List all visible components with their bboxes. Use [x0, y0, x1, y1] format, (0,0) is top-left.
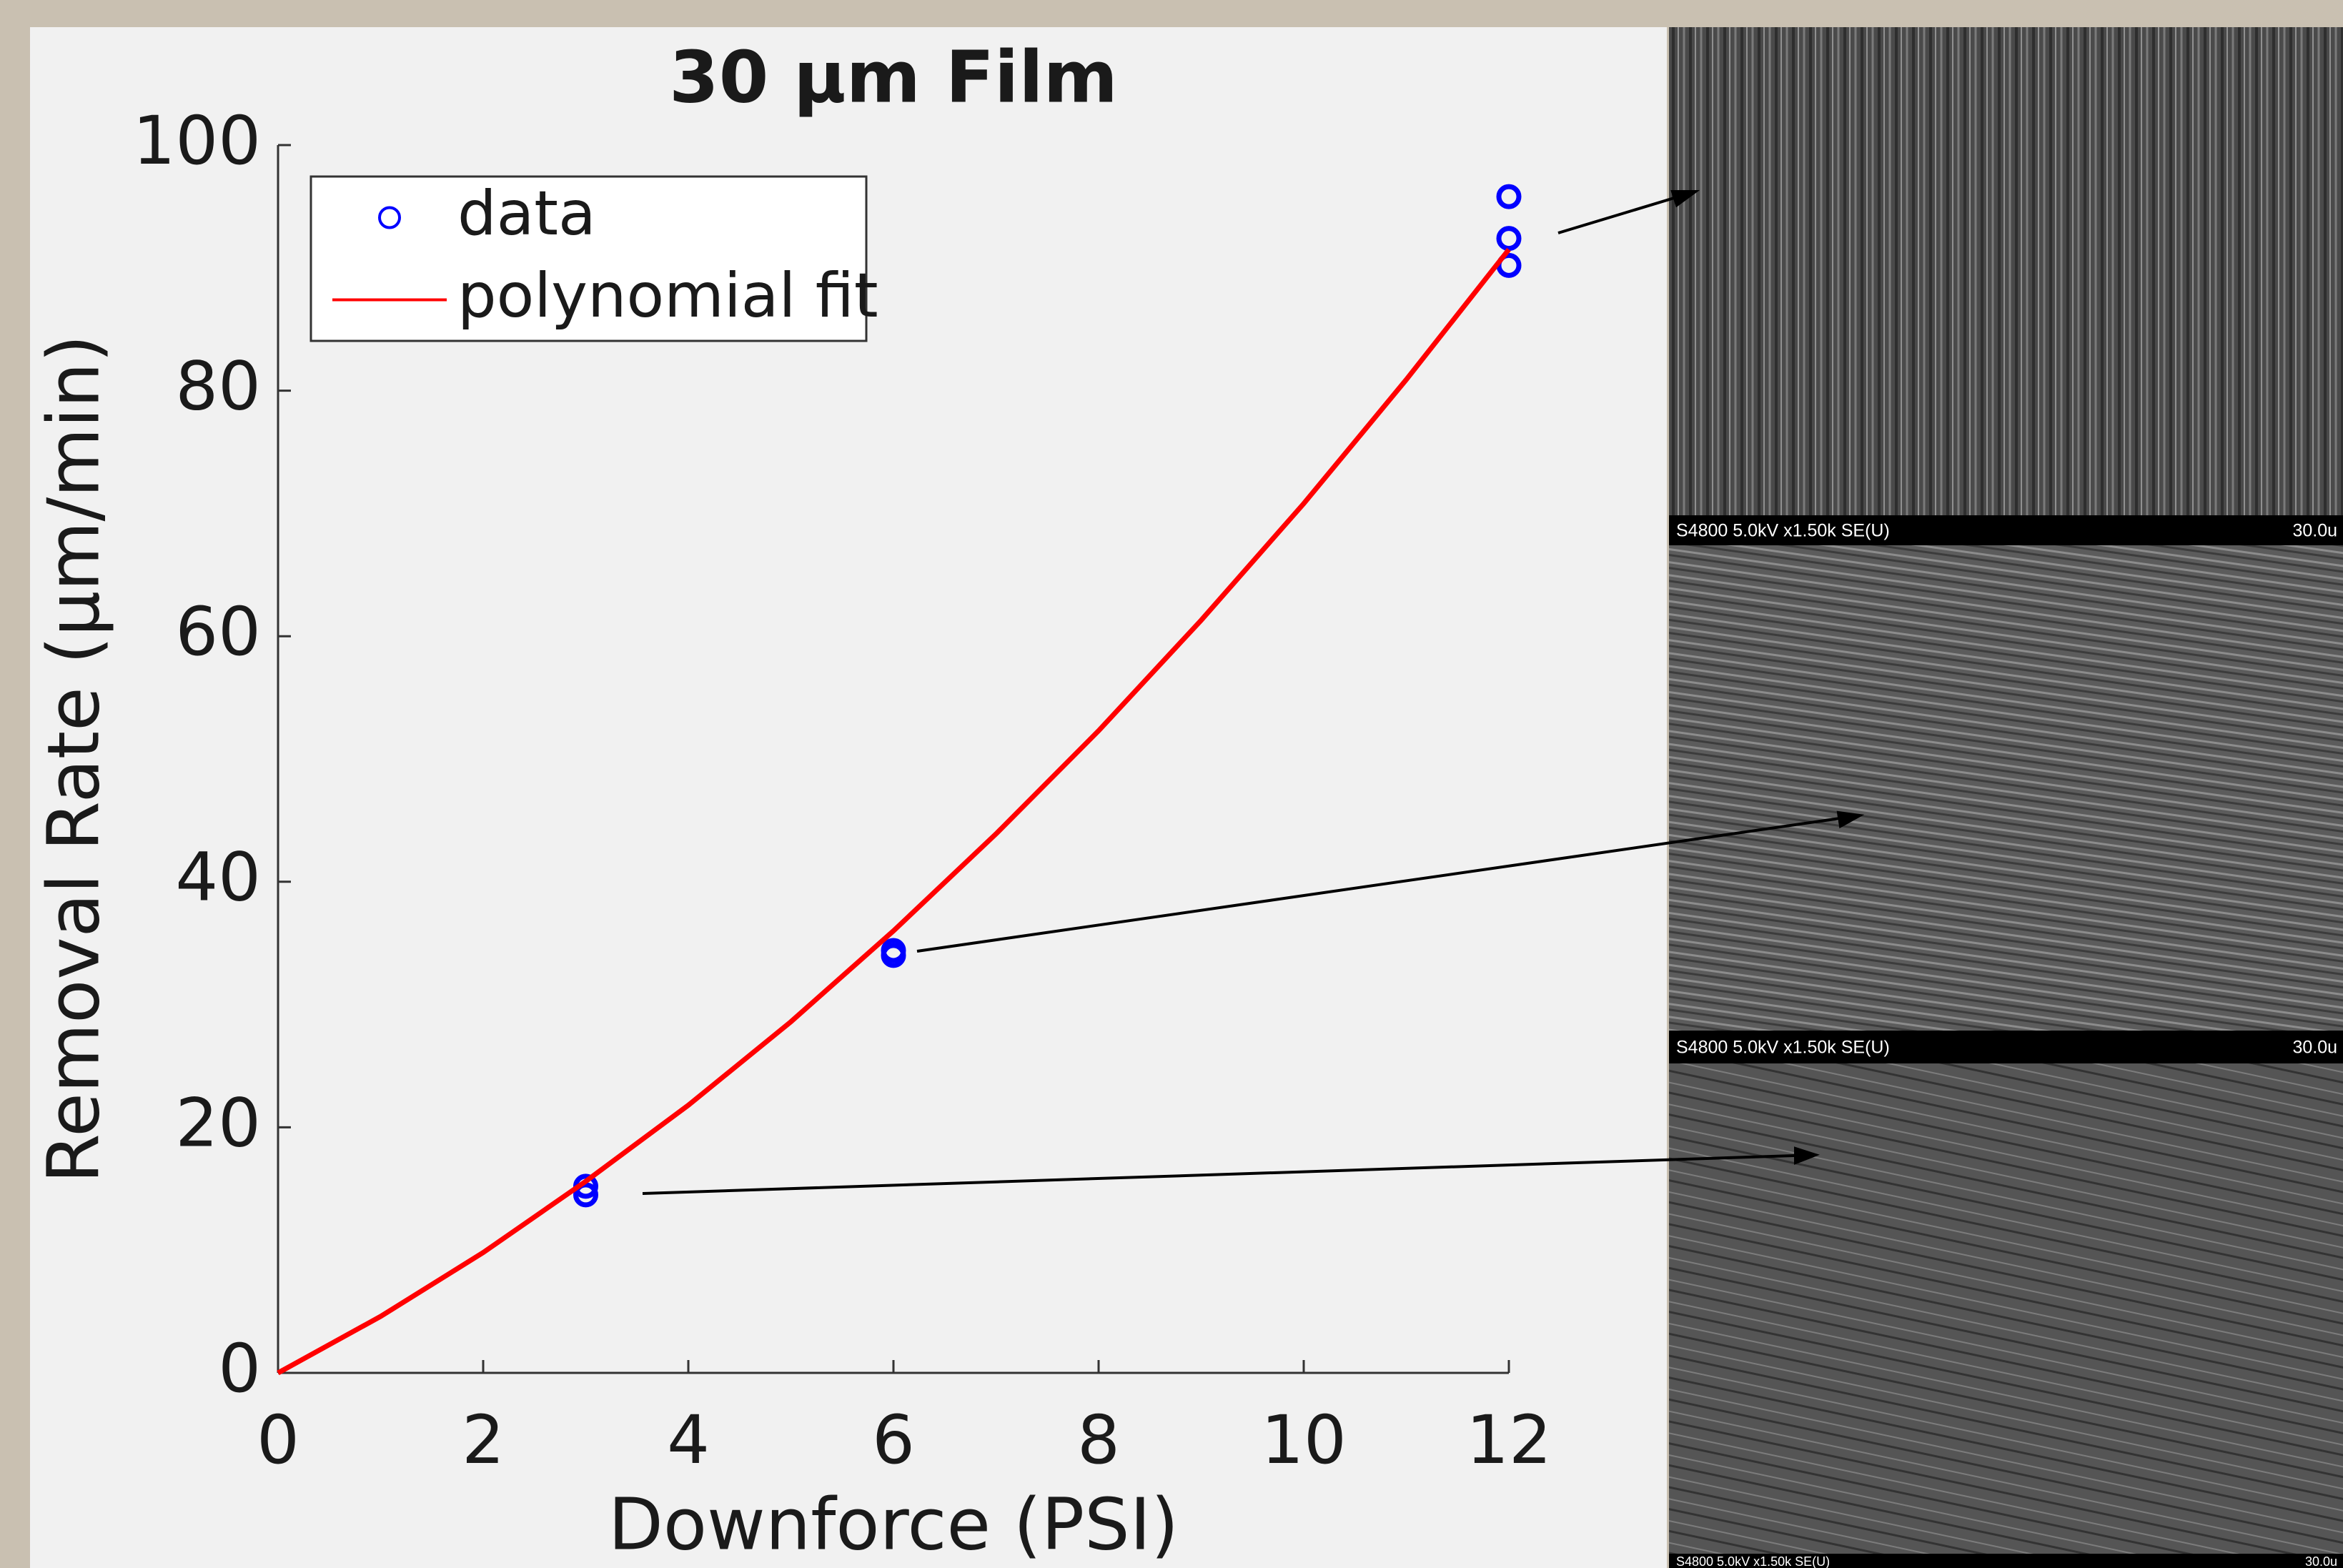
y-tick-label: 60 — [175, 593, 261, 671]
image-scale: 30.0u — [2305, 1554, 2337, 1568]
legend-label: data — [457, 178, 596, 249]
arrow — [916, 814, 1861, 953]
y-axis-label: Removal Rate (μm/min) — [31, 334, 115, 1184]
image-scale: 30.0u — [2292, 1038, 2337, 1058]
sem-image — [1669, 27, 2343, 515]
x-tick-label: 12 — [1466, 1401, 1552, 1479]
sem-image — [1669, 545, 2343, 1031]
data-point — [573, 1182, 598, 1208]
data-point — [1496, 184, 1522, 209]
caption-bar — [1669, 1031, 2343, 1063]
legend-marker — [378, 206, 401, 229]
arrow — [642, 1153, 1816, 1195]
image-scale: 30.0u — [2292, 521, 2337, 541]
arrowhead — [1794, 1146, 1820, 1165]
x-tick-label: 0 — [257, 1401, 299, 1479]
chart-title: 30 μm Film — [669, 35, 1118, 119]
arrows — [642, 190, 1865, 1195]
caption-bar — [1669, 515, 2343, 545]
caption-bar — [1669, 1554, 2343, 1568]
legend-label: polynomial fit — [457, 260, 878, 332]
y-tick-label: 0 — [218, 1330, 261, 1408]
image-caption: S4800 5.0kV x1.50k SE(U) — [1676, 521, 1890, 541]
x-tick-label: 6 — [872, 1401, 915, 1479]
x-axis-label: Downforce (PSI) — [608, 1482, 1179, 1566]
arrowhead — [1836, 810, 1865, 829]
y-tick-label: 100 — [133, 102, 261, 180]
x-tick-label: 10 — [1261, 1401, 1347, 1479]
x-tick-label: 4 — [667, 1401, 710, 1479]
image-caption: S4800 5.0kV x1.50k SE(U) — [1676, 1554, 1830, 1568]
arrowhead — [1670, 190, 1700, 208]
y-tick-label: 80 — [175, 347, 261, 425]
y-tick-label: 40 — [175, 839, 261, 917]
arrow — [1557, 190, 1696, 234]
image-caption: S4800 5.0kV x1.50k SE(U) — [1676, 1038, 1890, 1058]
fit-line — [277, 247, 1511, 1376]
data-point — [1496, 226, 1522, 252]
sem-images: S4800 5.0kV x1.50k SE(U) 30.0u S4800 5.0… — [1669, 27, 2343, 1568]
x-tick-label: 8 — [1077, 1401, 1120, 1479]
data-point — [881, 938, 906, 963]
sem-image — [1669, 1063, 2343, 1554]
legend-box — [309, 175, 868, 342]
x-tick-label: 2 — [462, 1401, 505, 1479]
y-tick-label: 20 — [175, 1084, 261, 1162]
